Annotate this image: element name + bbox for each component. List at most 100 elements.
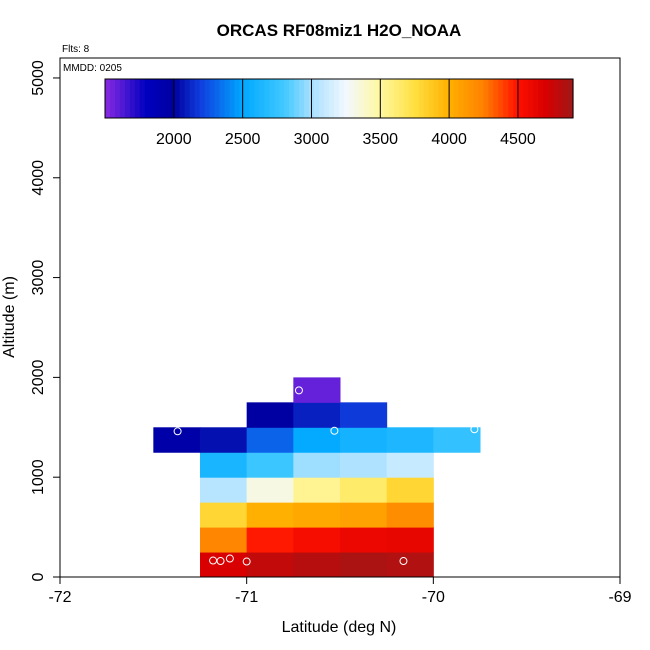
colorbar-swatch bbox=[528, 79, 534, 118]
y-axis-title: Altitude (m) bbox=[1, 276, 18, 358]
colorbar-swatch bbox=[329, 79, 335, 118]
heatmap-cell bbox=[340, 452, 388, 478]
colorbar-swatch bbox=[124, 79, 131, 118]
colorbar-swatch bbox=[129, 79, 136, 118]
heatmap-cell bbox=[340, 552, 388, 578]
colorbar-swatch bbox=[214, 79, 221, 118]
colorbar-swatch bbox=[264, 79, 270, 118]
heatmap-cell bbox=[200, 427, 248, 453]
colorbar-swatch bbox=[139, 79, 146, 118]
colorbar-swatch bbox=[109, 79, 116, 118]
x-axis-title: Latitude (deg N) bbox=[282, 619, 397, 636]
heatmap-cell bbox=[246, 452, 294, 478]
colorbar-swatch bbox=[393, 79, 400, 118]
colorbar-swatch bbox=[458, 79, 465, 118]
colorbar-swatch bbox=[368, 79, 375, 118]
heatmap-cell bbox=[293, 552, 341, 578]
x-tick-label: -70 bbox=[422, 589, 445, 606]
heatmap-cell bbox=[200, 452, 248, 478]
colorbar-swatch bbox=[249, 79, 255, 118]
colorbar-swatch bbox=[363, 79, 370, 118]
heatmap-cell bbox=[340, 527, 388, 553]
colorbar-swatch bbox=[558, 79, 564, 118]
colorbar-swatch bbox=[473, 79, 480, 118]
colorbar-swatch bbox=[448, 79, 455, 118]
colorbar-swatch bbox=[543, 79, 549, 118]
mmdd-label: MMDD: 0205 bbox=[63, 63, 122, 74]
observation-point bbox=[225, 554, 234, 563]
colorbar-swatch bbox=[343, 79, 350, 118]
colorbar-swatch bbox=[413, 79, 420, 118]
colorbar-swatch bbox=[488, 79, 494, 118]
observation-point bbox=[294, 386, 303, 395]
colorbar-swatch bbox=[463, 79, 470, 118]
heatmap-cell bbox=[293, 427, 341, 453]
colorbar-swatch bbox=[563, 79, 569, 118]
colorbar-swatch bbox=[164, 79, 171, 118]
colorbar-swatch bbox=[184, 79, 191, 118]
colorbar-swatch bbox=[174, 79, 181, 118]
colorbar-swatch bbox=[234, 79, 241, 118]
colorbar-swatch bbox=[279, 79, 285, 118]
colorbar-swatch bbox=[533, 79, 539, 118]
observation-point bbox=[242, 557, 251, 566]
heatmap-cell bbox=[386, 477, 434, 503]
colorbar-swatch bbox=[568, 79, 574, 118]
colorbar-swatch bbox=[259, 79, 265, 118]
colorbar-swatch bbox=[159, 79, 166, 118]
heatmap-cell bbox=[293, 452, 341, 478]
observation-point bbox=[330, 426, 339, 435]
colorbar-swatch bbox=[324, 79, 330, 118]
colorbar-swatch bbox=[204, 79, 211, 118]
x-tick-label: -71 bbox=[235, 589, 258, 606]
colorbar-swatch bbox=[244, 79, 250, 118]
heatmap-cell bbox=[386, 552, 434, 578]
colorbar-swatch bbox=[209, 79, 216, 118]
colorbar-swatch bbox=[373, 79, 380, 118]
observation-point bbox=[470, 425, 479, 434]
heatmap-cell bbox=[246, 502, 294, 528]
colorbar-swatch bbox=[179, 79, 186, 118]
colorbar-swatch bbox=[149, 79, 156, 118]
y-tick-label: 0 bbox=[30, 572, 47, 581]
colorbar: 2000 2500 3000 3500 4000 4500 bbox=[104, 78, 574, 148]
colorbar-swatch bbox=[169, 79, 176, 118]
heatmap-cell bbox=[386, 427, 434, 453]
heatmap-cell bbox=[293, 502, 341, 528]
colorbar-swatch bbox=[254, 79, 260, 118]
colorbar-tick-label: 4000 bbox=[431, 131, 467, 148]
observation-point bbox=[399, 557, 408, 566]
colorbar-swatch bbox=[119, 79, 126, 118]
colorbar-swatch bbox=[134, 79, 141, 118]
heatmap-cell bbox=[386, 452, 434, 478]
y-tick-label: 3000 bbox=[30, 260, 47, 296]
y-tick-label: 1000 bbox=[30, 459, 47, 495]
colorbar-swatch bbox=[538, 79, 544, 118]
colorbar-swatch bbox=[418, 79, 425, 118]
colorbar-swatch bbox=[144, 79, 151, 118]
colorbar-swatch bbox=[423, 79, 430, 118]
heatmap-cell bbox=[246, 427, 294, 453]
colorbar-swatch bbox=[105, 79, 111, 118]
colorbar-swatch bbox=[468, 79, 475, 118]
colorbar-swatch bbox=[224, 79, 231, 118]
heatmap-cell bbox=[293, 402, 341, 428]
chart-title: ORCAS RF08miz1 H2O_NOAA bbox=[217, 21, 462, 40]
heatmap-cell bbox=[200, 502, 248, 528]
colorbar-swatch bbox=[503, 79, 509, 118]
heatmap-cell bbox=[386, 527, 434, 553]
colorbar-swatch bbox=[319, 79, 325, 118]
colorbar-swatch bbox=[154, 79, 161, 118]
heatmap-cell bbox=[200, 477, 248, 503]
colorbar-swatch bbox=[114, 79, 121, 118]
colorbar-swatch bbox=[523, 79, 529, 118]
colorbar-swatch bbox=[294, 79, 300, 118]
y-tick-label: 2000 bbox=[30, 359, 47, 395]
heatmap-cell bbox=[200, 552, 248, 578]
colorbar-swatch bbox=[229, 79, 236, 118]
colorbar-swatch bbox=[339, 79, 345, 118]
plot-frame bbox=[59, 57, 621, 578]
colorbar-tick-label: 3000 bbox=[294, 131, 330, 148]
observation-point bbox=[216, 557, 225, 566]
